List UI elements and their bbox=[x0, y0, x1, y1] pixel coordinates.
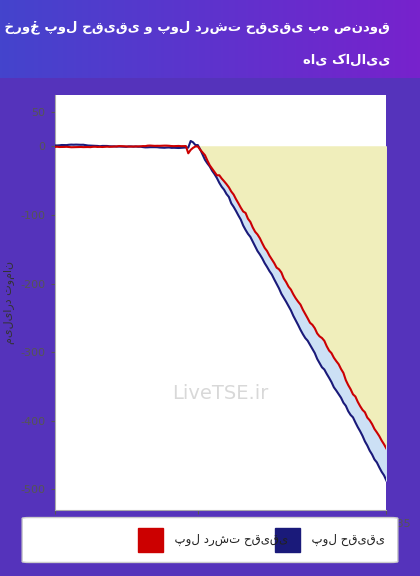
Text: LiveTSE.ir: LiveTSE.ir bbox=[172, 384, 269, 403]
Text: های کالایی: های کالایی bbox=[303, 54, 391, 67]
Text: پول درشت حقیقی: پول درشت حقیقی bbox=[167, 533, 288, 547]
Text: ورود و خروج پول حقیقی و پول درشت حقیقی به صندوق: ورود و خروج پول حقیقی و پول درشت حقیقی ب… bbox=[0, 20, 391, 34]
Y-axis label: میلیارد تومان: میلیارد تومان bbox=[4, 261, 15, 344]
Bar bbox=[138, 528, 163, 552]
Text: زمان: زمان bbox=[366, 533, 390, 544]
Text: i: i bbox=[32, 21, 36, 34]
FancyBboxPatch shape bbox=[22, 517, 398, 562]
Text: پول حقیقی: پول حقیقی bbox=[304, 533, 385, 547]
Bar bbox=[275, 528, 300, 552]
